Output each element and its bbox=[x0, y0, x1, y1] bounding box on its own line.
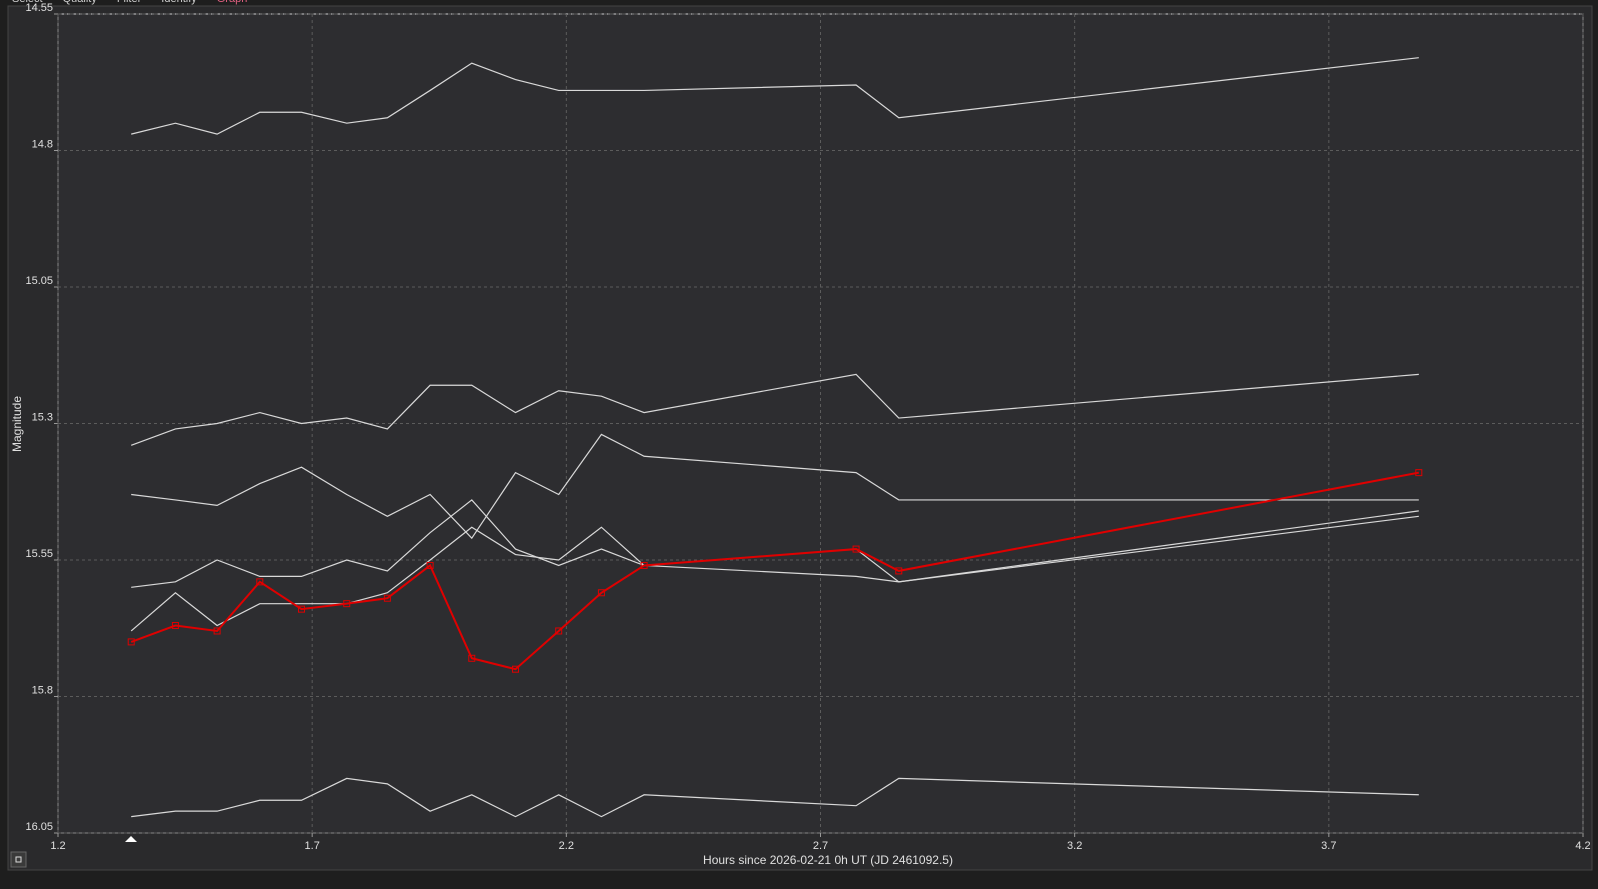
tab: Identify bbox=[161, 0, 197, 5]
series-line bbox=[131, 499, 1419, 588]
tab: Select bbox=[12, 0, 43, 5]
tab: Filter bbox=[117, 0, 142, 5]
x-tick-label: 2.7 bbox=[813, 840, 828, 852]
point-marker bbox=[343, 600, 351, 608]
point-marker bbox=[256, 578, 264, 586]
tab: Quality bbox=[63, 0, 98, 5]
point-marker bbox=[426, 561, 434, 569]
point-marker bbox=[512, 665, 519, 673]
y-tick-label: 15.05 bbox=[25, 275, 53, 287]
y-tick-label: 15.8 bbox=[32, 685, 53, 697]
x-tick-label: 3.7 bbox=[1321, 840, 1336, 852]
point-marker bbox=[383, 594, 391, 602]
point-marker bbox=[297, 605, 305, 613]
series-line bbox=[130, 373, 1419, 446]
x-tick-label: 3.2 bbox=[1067, 840, 1082, 852]
point-marker bbox=[895, 567, 903, 575]
tab: Graph bbox=[217, 0, 248, 5]
y-tick-label: 16.05 bbox=[25, 821, 53, 833]
toggle-button[interactable] bbox=[10, 851, 27, 868]
point-marker bbox=[468, 654, 476, 662]
x-tick-label: 4.2 bbox=[1575, 840, 1590, 852]
point-marker bbox=[852, 545, 860, 553]
y-tick-label: 14.55 bbox=[25, 2, 53, 14]
series-line bbox=[131, 57, 1419, 135]
y-axis-label: Magnitude bbox=[10, 396, 24, 452]
point-marker bbox=[213, 627, 221, 635]
series-line bbox=[130, 471, 1419, 671]
x-tick-label: 2.2 bbox=[559, 840, 574, 852]
point-marker bbox=[171, 622, 179, 630]
position-marker bbox=[125, 836, 137, 842]
x-tick-label: 1.2 bbox=[50, 840, 65, 852]
y-tick-label: 15.3 bbox=[32, 412, 53, 424]
point-marker bbox=[597, 589, 605, 597]
point-marker bbox=[1415, 469, 1423, 477]
series-line bbox=[131, 777, 1419, 818]
y-tick-label: 15.55 bbox=[25, 548, 53, 560]
point-marker bbox=[555, 627, 563, 635]
point-marker bbox=[127, 638, 135, 646]
x-tick-label: 1.7 bbox=[305, 840, 320, 852]
point-marker bbox=[640, 561, 648, 569]
x-axis-label: Hours since 2026-02-21 0h UT (JD 2461092… bbox=[703, 853, 953, 867]
y-tick-label: 14.8 bbox=[32, 139, 53, 151]
toggle-icon bbox=[15, 856, 22, 863]
